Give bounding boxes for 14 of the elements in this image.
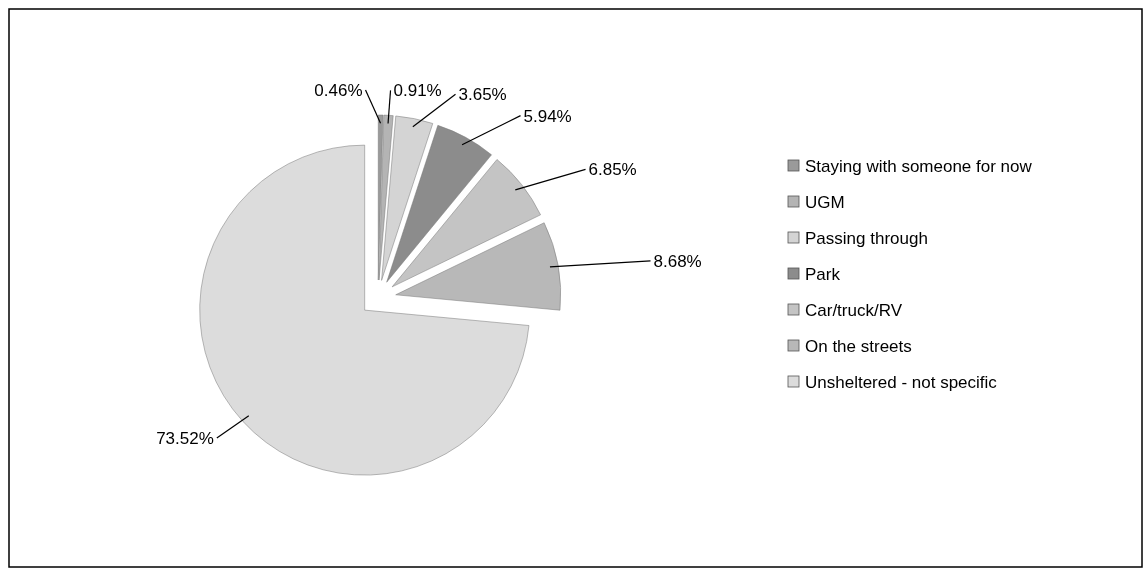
data-label: 6.85% (588, 160, 637, 180)
data-label: 0.91% (393, 81, 442, 101)
legend-label: On the streets (805, 336, 912, 356)
legend-label: Unsheltered - not specific (805, 372, 998, 392)
data-label: 73.52% (156, 429, 214, 448)
data-label: 0.46% (314, 80, 363, 100)
legend-label: Car/truck/RV (805, 300, 903, 320)
data-label: 5.94% (523, 106, 572, 126)
legend-label: Staying with someone for now (805, 156, 1033, 176)
data-label: 3.65% (458, 85, 507, 105)
legend-label: Passing through (805, 228, 928, 248)
legend-label: Park (805, 264, 841, 284)
data-label: 8.68% (653, 251, 702, 271)
legend-label: UGM (805, 192, 845, 212)
